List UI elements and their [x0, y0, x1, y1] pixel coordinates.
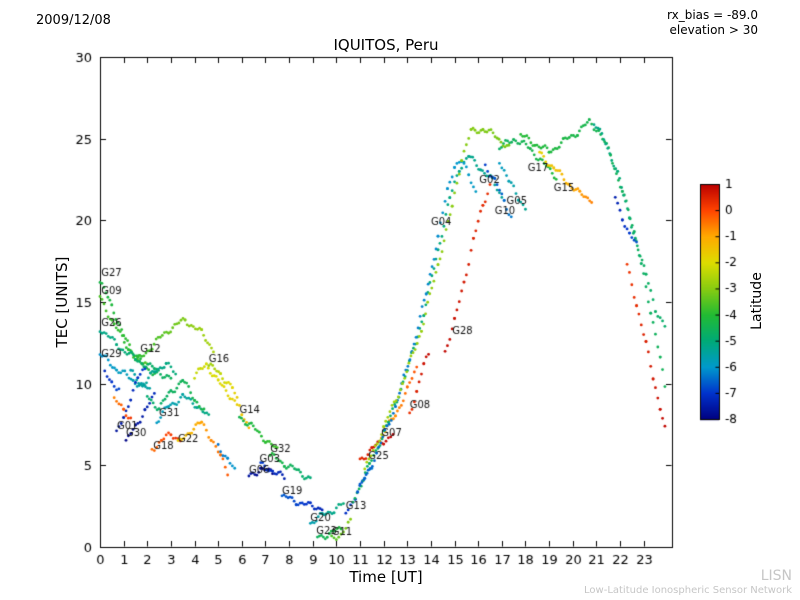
- colorbar-label: Latitude: [749, 272, 765, 330]
- x-axis-label: Time [UT]: [349, 568, 423, 586]
- date-label: 2009/12/08: [36, 13, 111, 28]
- chart-title: IQUITOS, Peru: [333, 36, 439, 54]
- elevation-label: elevation > 30: [669, 23, 759, 37]
- y-axis-label: TEC [UNITS]: [53, 256, 71, 348]
- lisn-logo-text: LISN: [760, 568, 792, 584]
- rx-bias-label: rx_bias = -89.0: [666, 8, 758, 22]
- network-name: Low-Latitude Ionospheric Sensor Network: [584, 585, 792, 596]
